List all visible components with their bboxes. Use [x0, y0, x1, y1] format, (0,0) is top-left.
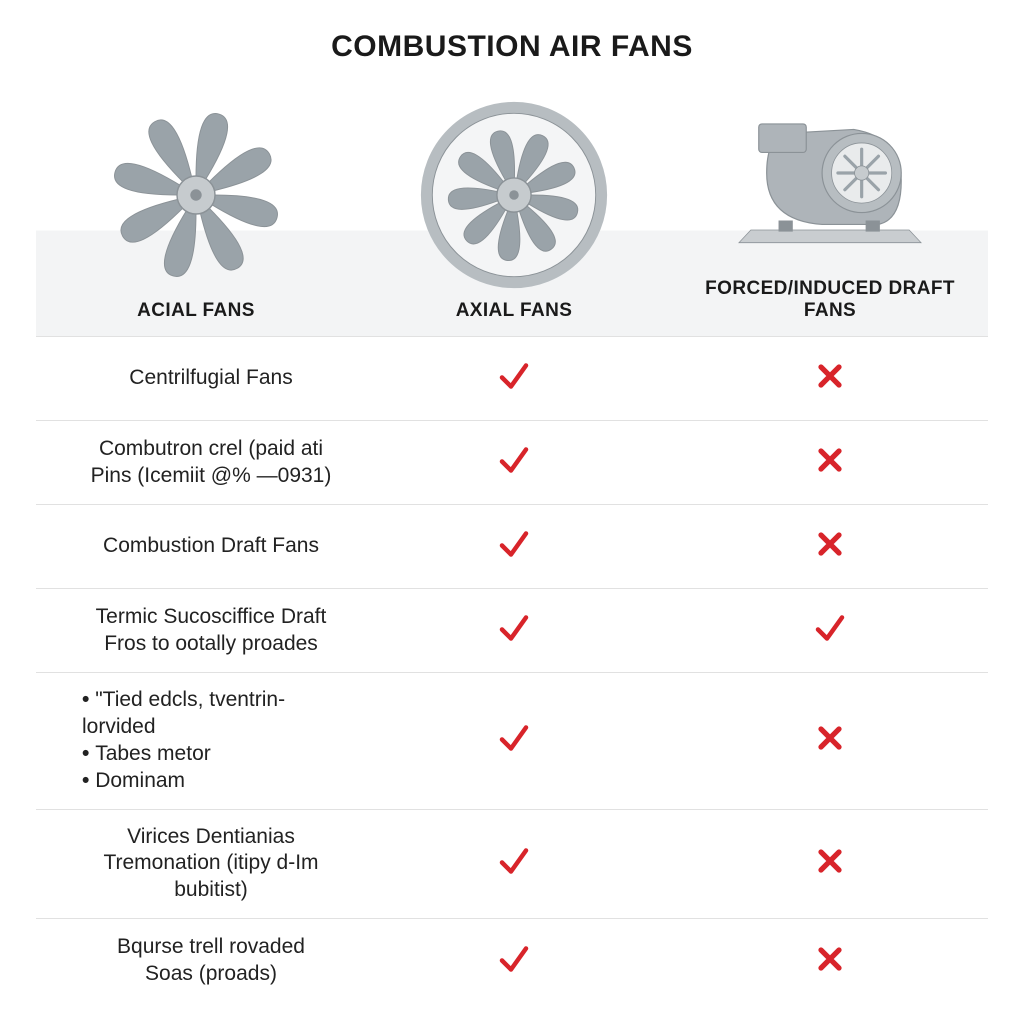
axial-fan-icon	[419, 100, 609, 290]
cross-icon	[672, 843, 988, 884]
feature-label: Combustion Draft Fans	[36, 519, 356, 574]
table-row: Termic Sucosciffice DraftFros to ootally…	[36, 589, 988, 673]
cross-icon	[672, 941, 988, 982]
table-header: ACIAL FANS AXIAL FANS FORCED/INDUCED DRA…	[36, 72, 988, 337]
feature-list-item: Dominam	[82, 768, 346, 795]
page-title: COMBUSTION AIR FANS	[36, 30, 988, 64]
header-label-draft: FORCED/INDUCED DRAFT FANS	[680, 278, 980, 322]
cross-icon	[672, 720, 988, 761]
check-icon	[356, 610, 672, 651]
table-row: "Tied edcls, tventrin-lorvidedTabes meto…	[36, 673, 988, 810]
check-icon	[356, 843, 672, 884]
cross-icon	[672, 442, 988, 483]
feature-label: Combutron crel (paid atiPins (Icemiit @%…	[36, 422, 356, 504]
header-col-draft: FORCED/INDUCED DRAFT FANS	[672, 72, 988, 336]
propeller-fan-icon	[101, 100, 291, 290]
table-row: Bqurse trell rovadedSoas (proads)	[36, 919, 988, 1003]
feature-label: Virices DentianiasTremonation (itipy d-I…	[36, 810, 356, 919]
table-row: Centrilfugial Fans	[36, 337, 988, 421]
cross-icon	[672, 358, 988, 399]
check-icon	[672, 610, 988, 651]
table-body: Centrilfugial Fans Combutron crel (paid a…	[36, 337, 988, 1004]
check-icon	[356, 526, 672, 567]
table-row: Combutron crel (paid atiPins (Icemiit @%…	[36, 421, 988, 505]
feature-list-item: Tabes metor	[82, 741, 346, 768]
check-icon	[356, 442, 672, 483]
feature-label: "Tied edcls, tventrin-lorvidedTabes meto…	[36, 673, 356, 809]
table-row: Combustion Draft Fans	[36, 505, 988, 589]
check-icon	[356, 720, 672, 761]
check-icon	[356, 358, 672, 399]
feature-label: Bqurse trell rovadedSoas (proads)	[36, 920, 356, 1002]
header-label-acial: ACIAL FANS	[137, 300, 255, 322]
header-col-acial: ACIAL FANS	[36, 94, 356, 336]
centrifugal-blower-icon	[735, 78, 925, 268]
header-label-axial: AXIAL FANS	[456, 300, 573, 322]
feature-label: Termic Sucosciffice DraftFros to ootally…	[36, 590, 356, 672]
feature-label: Centrilfugial Fans	[36, 351, 356, 406]
check-icon	[356, 941, 672, 982]
header-col-axial: AXIAL FANS	[356, 94, 672, 336]
comparison-infographic: COMBUSTION AIR FANS ACIAL FANS AXIAL FAN…	[0, 0, 1024, 1024]
table-row: Virices DentianiasTremonation (itipy d-I…	[36, 810, 988, 920]
feature-list-item: "Tied edcls, tventrin-lorvided	[82, 687, 346, 741]
cross-icon	[672, 526, 988, 567]
